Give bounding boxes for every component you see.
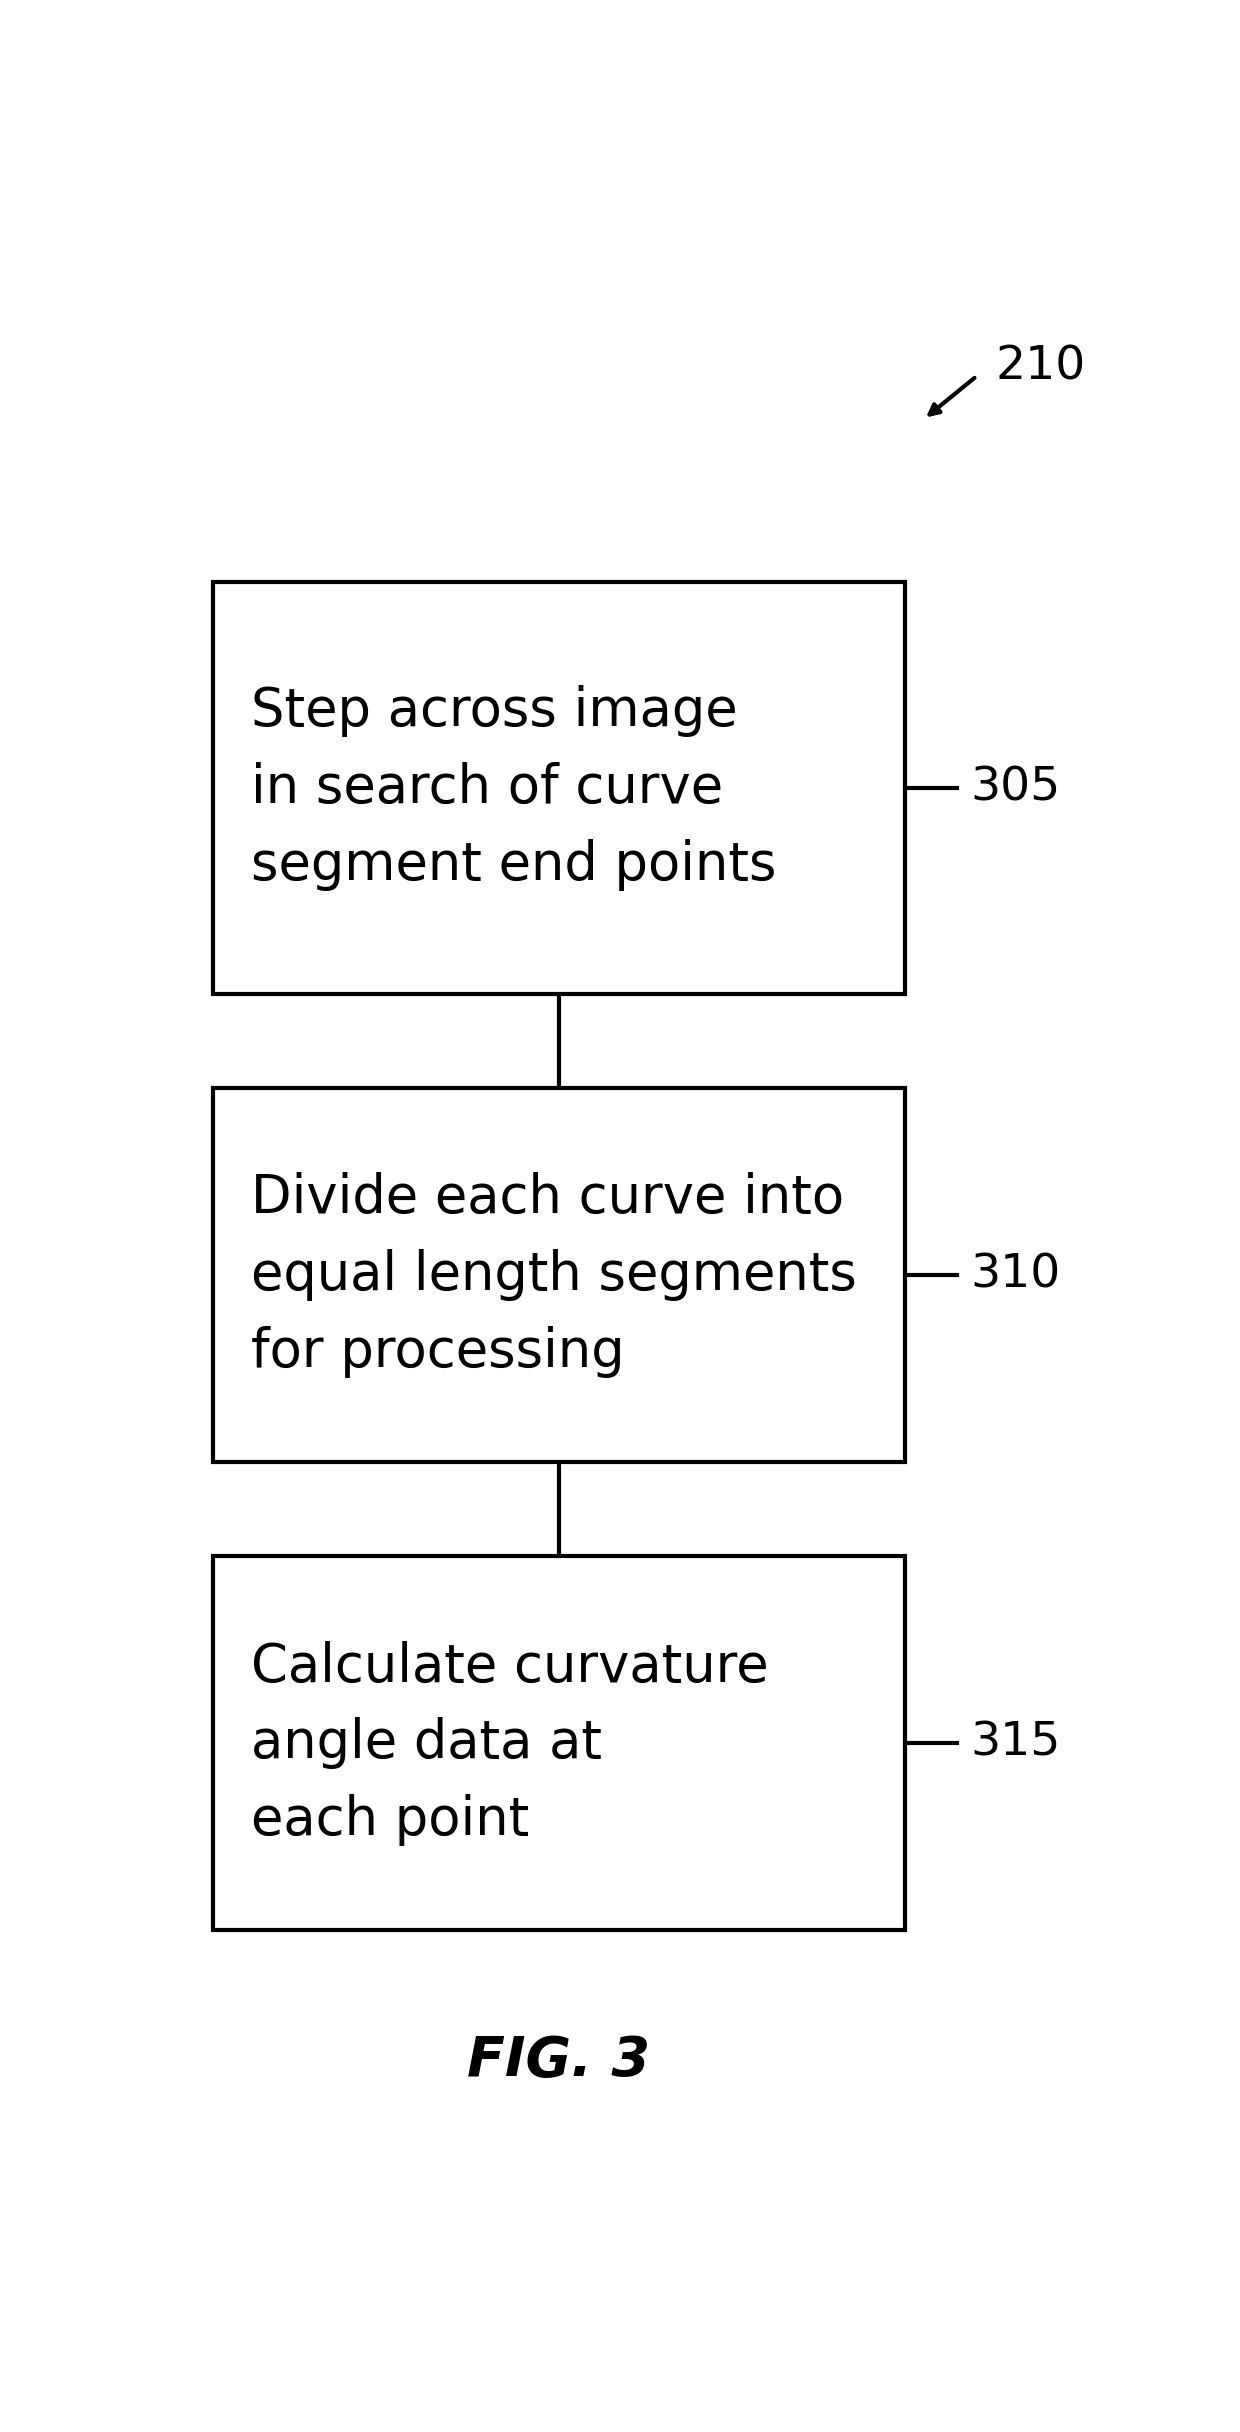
Text: 315: 315 <box>970 1719 1060 1766</box>
Text: Divide each curve into
equal length segments
for processing: Divide each curve into equal length segm… <box>250 1172 857 1377</box>
Text: Calculate curvature
angle data at
each point: Calculate curvature angle data at each p… <box>250 1642 769 1846</box>
Bar <box>213 1087 904 1462</box>
Text: 310: 310 <box>970 1252 1060 1299</box>
Text: Step across image
in search of curve
segment end points: Step across image in search of curve seg… <box>250 686 776 890</box>
Bar <box>213 581 904 995</box>
Text: FIG. 3: FIG. 3 <box>467 2036 650 2089</box>
Bar <box>213 1556 904 1931</box>
Text: 210: 210 <box>996 345 1086 389</box>
Text: 305: 305 <box>970 766 1060 810</box>
